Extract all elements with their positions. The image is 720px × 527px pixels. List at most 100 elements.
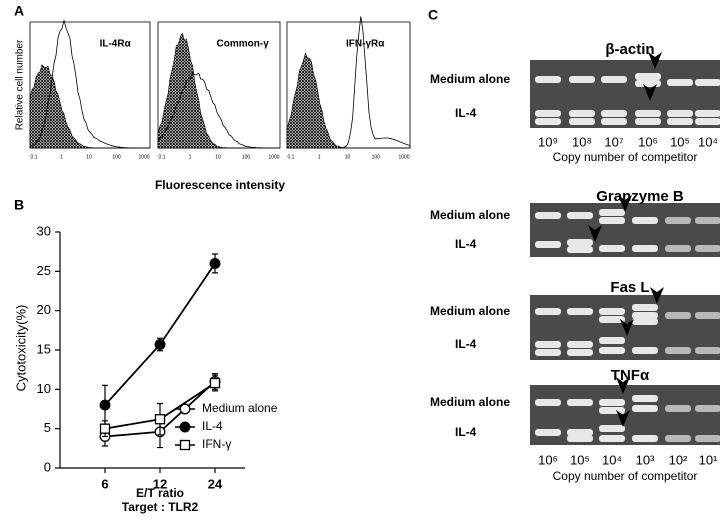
- legend-label: IFN-γ: [202, 437, 231, 451]
- arrowhead: [616, 377, 630, 394]
- row-label: IL-4: [455, 425, 477, 439]
- gel-band: [567, 239, 593, 246]
- legend-label: Medium alone: [202, 401, 278, 415]
- data-point: [99, 423, 111, 434]
- x-tick-label: 100: [372, 154, 381, 160]
- gel-band: [599, 407, 625, 414]
- row-label: Medium alone: [430, 208, 510, 222]
- x-tick-label: 1000: [398, 154, 409, 160]
- competitor-label: 10⁶: [538, 452, 558, 467]
- data-point: [209, 258, 221, 269]
- data-point: [99, 399, 111, 411]
- gel-band: [667, 110, 693, 117]
- gel-band: [665, 347, 691, 354]
- gel-band: [635, 80, 661, 87]
- gel-band: [567, 435, 593, 442]
- x-tick-label: 0.1: [31, 154, 38, 160]
- panel-label: A: [14, 3, 24, 19]
- gel-band: [567, 341, 593, 348]
- x-tick-label: 12: [153, 476, 167, 491]
- gel-band: [632, 405, 658, 412]
- x-axis-label: E/T ratio: [136, 486, 184, 500]
- gel-band: [695, 118, 720, 125]
- legend-marker: [179, 403, 191, 415]
- row-label: IL-4: [455, 106, 477, 120]
- gel-band: [695, 435, 720, 442]
- competitor-label: 10⁴: [602, 452, 622, 467]
- gel-band: [567, 429, 593, 436]
- competitor-label: 10¹: [699, 452, 718, 467]
- data-point: [209, 377, 221, 389]
- gel-band: [599, 245, 625, 252]
- gel-band: [569, 118, 595, 125]
- panel-label: C: [428, 7, 438, 23]
- gel-band: [695, 245, 720, 252]
- gel-band: [599, 399, 625, 406]
- x-axis-label: Fluorescence intensity: [155, 178, 285, 192]
- x-tick-label: 1000: [138, 154, 149, 160]
- gel-band: [599, 316, 625, 323]
- gel-band: [632, 347, 658, 354]
- gel-band: [632, 304, 658, 311]
- histogram-stained: [157, 71, 280, 149]
- gel-band: [569, 110, 595, 117]
- arrowhead: [588, 225, 602, 242]
- competitor-label: 10⁸: [572, 134, 592, 149]
- y-axis-label: Relative cell number: [15, 39, 26, 130]
- x-tick-label: 10: [215, 154, 221, 160]
- x-tick-label: 1: [318, 154, 321, 160]
- gel-band: [665, 435, 691, 442]
- histogram-title: IFN-γRα: [346, 39, 385, 50]
- gel-band: [665, 245, 691, 252]
- gel-band: [599, 217, 625, 224]
- caption: Copy number of competitor: [553, 469, 698, 483]
- gel-band: [695, 110, 720, 117]
- gel-band: [567, 399, 593, 406]
- x-tick-label: 10: [345, 154, 351, 160]
- gel-band: [632, 245, 658, 252]
- row-label: Medium alone: [430, 395, 510, 409]
- gel-band: [535, 241, 561, 248]
- gel-title: Granzyme B: [596, 188, 684, 205]
- gel-band: [567, 212, 593, 219]
- panel-label: B: [14, 197, 24, 213]
- gel-band: [635, 118, 661, 125]
- gel-band: [535, 349, 561, 356]
- arrowhead: [648, 52, 662, 69]
- gel-band: [567, 349, 593, 356]
- gel-band: [695, 405, 720, 412]
- legend-marker: [179, 439, 191, 451]
- gel-title: TNFα: [611, 367, 650, 384]
- competitor-label: 10⁷: [604, 134, 623, 149]
- gel-band: [601, 110, 627, 117]
- gel-band: [695, 312, 720, 319]
- x-axis-sublabel: Target : TLR2: [122, 500, 199, 514]
- competitor-label: 10⁴: [698, 134, 718, 149]
- gel-band: [535, 110, 561, 117]
- series-line: [104, 262, 216, 406]
- competitor-label: 10⁶: [638, 134, 658, 149]
- arrowhead: [643, 84, 657, 101]
- gel-band: [599, 435, 625, 442]
- gel-band: [695, 79, 720, 86]
- gel: [530, 60, 720, 128]
- y-tick-label: 5: [44, 420, 51, 435]
- row-label: IL-4: [455, 337, 477, 351]
- histogram-title: Common-γ: [217, 39, 270, 50]
- gel-band: [599, 347, 625, 354]
- row-label: IL-4: [455, 237, 477, 251]
- gel-band: [667, 118, 693, 125]
- x-tick-label: 100: [242, 154, 251, 160]
- gel-band: [535, 308, 561, 315]
- y-tick-label: 20: [37, 302, 51, 317]
- gel-band: [665, 405, 691, 412]
- histogram-stained: [29, 20, 150, 149]
- gel-band: [535, 212, 561, 219]
- gel-band: [695, 347, 720, 354]
- gel-band: [535, 76, 561, 83]
- gel-band: [535, 341, 561, 348]
- data-point: [154, 414, 166, 425]
- gel-band: [632, 395, 658, 402]
- gel-band: [599, 308, 625, 315]
- gel-band: [601, 76, 627, 83]
